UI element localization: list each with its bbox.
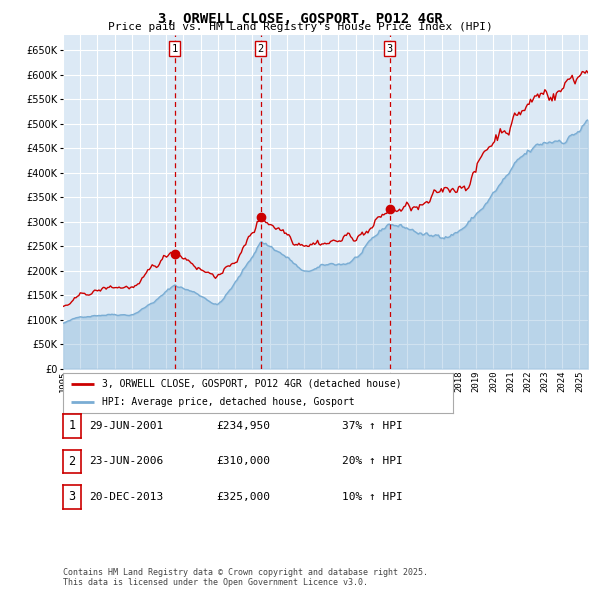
Text: £234,950: £234,950	[216, 421, 270, 431]
Text: 1: 1	[172, 44, 178, 54]
Text: £310,000: £310,000	[216, 457, 270, 466]
Text: 2: 2	[68, 455, 76, 468]
Text: 10% ↑ HPI: 10% ↑ HPI	[342, 492, 403, 502]
Text: 3, ORWELL CLOSE, GOSPORT, PO12 4GR (detached house): 3, ORWELL CLOSE, GOSPORT, PO12 4GR (deta…	[102, 379, 401, 389]
Text: 3: 3	[68, 490, 76, 503]
Text: £325,000: £325,000	[216, 492, 270, 502]
Text: 3, ORWELL CLOSE, GOSPORT, PO12 4GR: 3, ORWELL CLOSE, GOSPORT, PO12 4GR	[158, 12, 442, 26]
Text: 37% ↑ HPI: 37% ↑ HPI	[342, 421, 403, 431]
Text: 3: 3	[386, 44, 392, 54]
Text: 29-JUN-2001: 29-JUN-2001	[89, 421, 163, 431]
Text: 20-DEC-2013: 20-DEC-2013	[89, 492, 163, 502]
Text: 2: 2	[257, 44, 264, 54]
Text: 1: 1	[68, 419, 76, 432]
Text: HPI: Average price, detached house, Gosport: HPI: Average price, detached house, Gosp…	[102, 397, 355, 407]
Text: Contains HM Land Registry data © Crown copyright and database right 2025.
This d: Contains HM Land Registry data © Crown c…	[63, 568, 428, 587]
Text: Price paid vs. HM Land Registry's House Price Index (HPI): Price paid vs. HM Land Registry's House …	[107, 22, 493, 32]
Text: 20% ↑ HPI: 20% ↑ HPI	[342, 457, 403, 466]
Text: 23-JUN-2006: 23-JUN-2006	[89, 457, 163, 466]
